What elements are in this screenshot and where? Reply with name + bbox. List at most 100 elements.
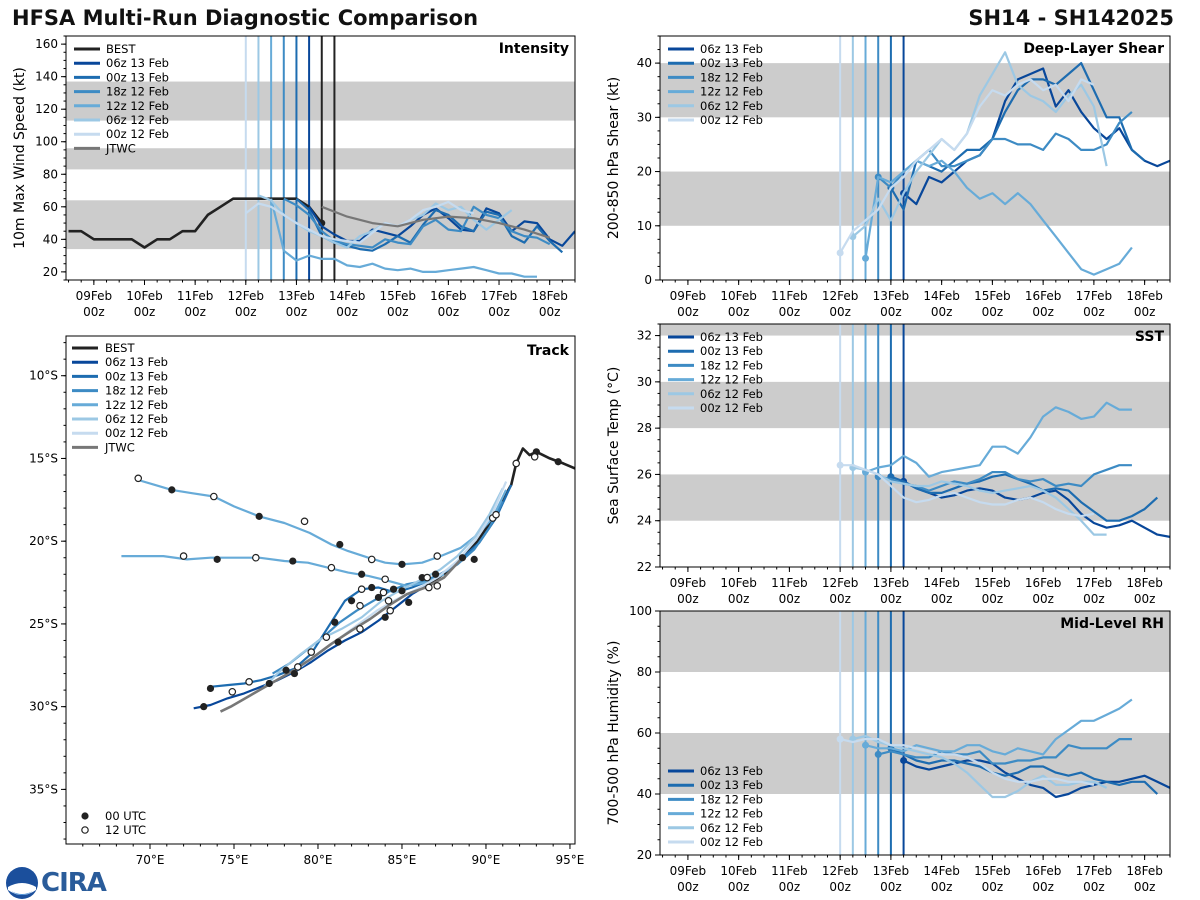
shear-xtick-label-hour: 00z: [779, 305, 801, 319]
track-point-00utc: [554, 458, 562, 466]
intensity-ytick-label: 160: [35, 37, 58, 51]
track-ytick-label: 30°S: [29, 700, 58, 714]
track-legend-label: 18z 12 Feb: [105, 384, 168, 398]
intensity-xtick-label: 13Feb: [278, 289, 315, 303]
track-point-00utc: [289, 557, 297, 565]
rh-xtick-label-hour: 00z: [1032, 880, 1054, 894]
intensity-band: [66, 81, 575, 121]
cira-logo: CIRA: [5, 866, 107, 900]
shear-xtick-label: 17Feb: [1076, 289, 1113, 303]
sst-xtick-label-hour: 00z: [1083, 592, 1105, 606]
shear-xtick-label: 15Feb: [974, 289, 1011, 303]
track-frame: [65, 335, 576, 845]
sst-band: [660, 381, 1170, 429]
intensity-xtick-label-hour: 00z: [286, 305, 308, 319]
sst-xtick-label-hour: 00z: [931, 592, 953, 606]
rh-start-point: [900, 756, 908, 764]
rh-xtick-label: 10Feb: [720, 864, 757, 878]
track-point-00utc: [458, 554, 467, 562]
intensity-series-jtwc: [321, 205, 551, 239]
intensity-legend-label: BEST: [106, 42, 136, 56]
rh-panel: 20 40 60 80 100 09Feb 00z 10Feb 00z 11Feb 00z 12Feb…: [606, 604, 1171, 894]
track-point-12utc: [381, 575, 389, 584]
rh-xtick-label: 12Feb: [822, 864, 859, 878]
intensity-xtick-label-hour: 00z: [184, 305, 206, 319]
track-legend-label: 06z 13 Feb: [105, 355, 168, 369]
shear-series-06z-13-feb: [902, 67, 1170, 206]
track-point-00utc: [405, 598, 413, 607]
rh-xtick-label-hour: 00z: [880, 880, 902, 894]
shear-ytick-label: 20: [637, 165, 652, 179]
track-ytick-label: 15°S: [29, 451, 58, 465]
track-series-06z-12-feb: [263, 487, 504, 688]
track-point-12utc: [530, 452, 539, 461]
track-point-00utc: [206, 684, 215, 693]
intensity-legend-label: 12z 12 Feb: [106, 99, 169, 113]
shear-xtick-label: 13Feb: [873, 289, 910, 303]
track-series-best: [428, 447, 575, 586]
track-point-12utc: [356, 601, 364, 610]
shear-ytick-label: 10: [637, 219, 652, 233]
track-legend-label: 00 UTC: [105, 809, 146, 823]
sst-xtick-label-hour: 00z: [779, 592, 801, 606]
sst-ytick-label: 28: [637, 421, 652, 435]
rh-xtick-label-hour: 00z: [1083, 880, 1105, 894]
track-legend-label: 00z 13 Feb: [105, 369, 168, 383]
sst-xtick-label-hour: 00z: [982, 592, 1004, 606]
rh-start-point: [836, 735, 844, 743]
storm-id: SH14 - SH142025: [968, 6, 1174, 30]
rh-legend-label: 06z 13 Feb: [700, 764, 763, 778]
track-point-12utc: [367, 555, 376, 564]
intensity-ytick-label: 80: [43, 167, 58, 181]
track-point-12utc: [245, 678, 253, 686]
intensity-ylabel: 10m Max Wind Speed (kt): [12, 67, 28, 249]
intensity-legend-label: 06z 13 Feb: [106, 56, 169, 70]
shear-series-06z-12-feb: [852, 51, 1108, 238]
track-point-12utc: [327, 563, 336, 572]
intensity-xtick-label: 11Feb: [177, 289, 214, 303]
track-point-12utc: [228, 687, 237, 696]
intensity-xtick-label-hour: 00z: [134, 305, 156, 319]
rh-xtick-label: 15Feb: [974, 864, 1011, 878]
rh-start-point: [874, 750, 882, 758]
intensity-xtick-label: 12Feb: [228, 289, 265, 303]
sst-legend-label: 18z 12 Feb: [700, 358, 763, 372]
rh-ytick-label: 40: [637, 787, 652, 801]
sst-xtick-label-hour: 00z: [1032, 592, 1054, 606]
shear-legend-label: 00z 13 Feb: [700, 56, 763, 70]
intensity-series-12z-12-feb: [270, 198, 537, 278]
sst-ytick-label: 24: [637, 514, 652, 528]
intensity-ytick-label: 40: [43, 232, 58, 246]
rh-ytick-label: 20: [637, 848, 652, 862]
sst-xtick-label-hour: 00z: [728, 592, 750, 606]
rh-xtick-label: 18Feb: [1126, 864, 1163, 878]
track-series-00z-12-feb: [295, 481, 508, 672]
track-point-00utc: [265, 679, 273, 688]
rh-plot-area: [660, 611, 1170, 855]
rh-title: Mid-Level RH: [1060, 616, 1164, 632]
sst-xtick-label: 10Feb: [720, 576, 757, 590]
sst-title: SST: [1135, 329, 1165, 345]
intensity-panel: 20 40 60 80 100 120 140 160 09Feb 00z 10Feb 00z 11Fe…: [12, 35, 576, 319]
track-point-00utc: [282, 666, 290, 674]
rh-legend-label: 00z 13 Feb: [700, 778, 763, 792]
track-point-00utc: [389, 585, 398, 593]
shear-title: Deep-Layer Shear: [1023, 41, 1164, 57]
rh-legend-label: 06z 12 Feb: [700, 821, 763, 835]
rh-xtick-label-hour: 00z: [779, 880, 801, 894]
track-point-00utc: [255, 512, 263, 520]
track-series-12z-12-feb-west: [121, 554, 445, 588]
rh-xtick-label: 16Feb: [1025, 864, 1062, 878]
sst-series-00z-13-feb: [890, 473, 1159, 522]
sst-legend-label: 12z 12 Feb: [700, 373, 763, 387]
shear-series-00z-12-feb: [839, 78, 1095, 254]
sst-series-06z-12-feb: [852, 466, 1107, 536]
rh-xtick-label-hour: 00z: [829, 880, 851, 894]
track-point-00utc: [358, 570, 366, 578]
intensity-legend-label: 18z 12 Feb: [106, 85, 169, 99]
track-xtick-label: 80°E: [304, 853, 333, 867]
sst-series-18z-12-feb: [877, 464, 1132, 492]
intensity-xtick-label-hour: 00z: [336, 305, 358, 319]
rh-xtick-label-hour: 00z: [931, 880, 953, 894]
sst-xtick-label-hour: 00z: [880, 592, 902, 606]
